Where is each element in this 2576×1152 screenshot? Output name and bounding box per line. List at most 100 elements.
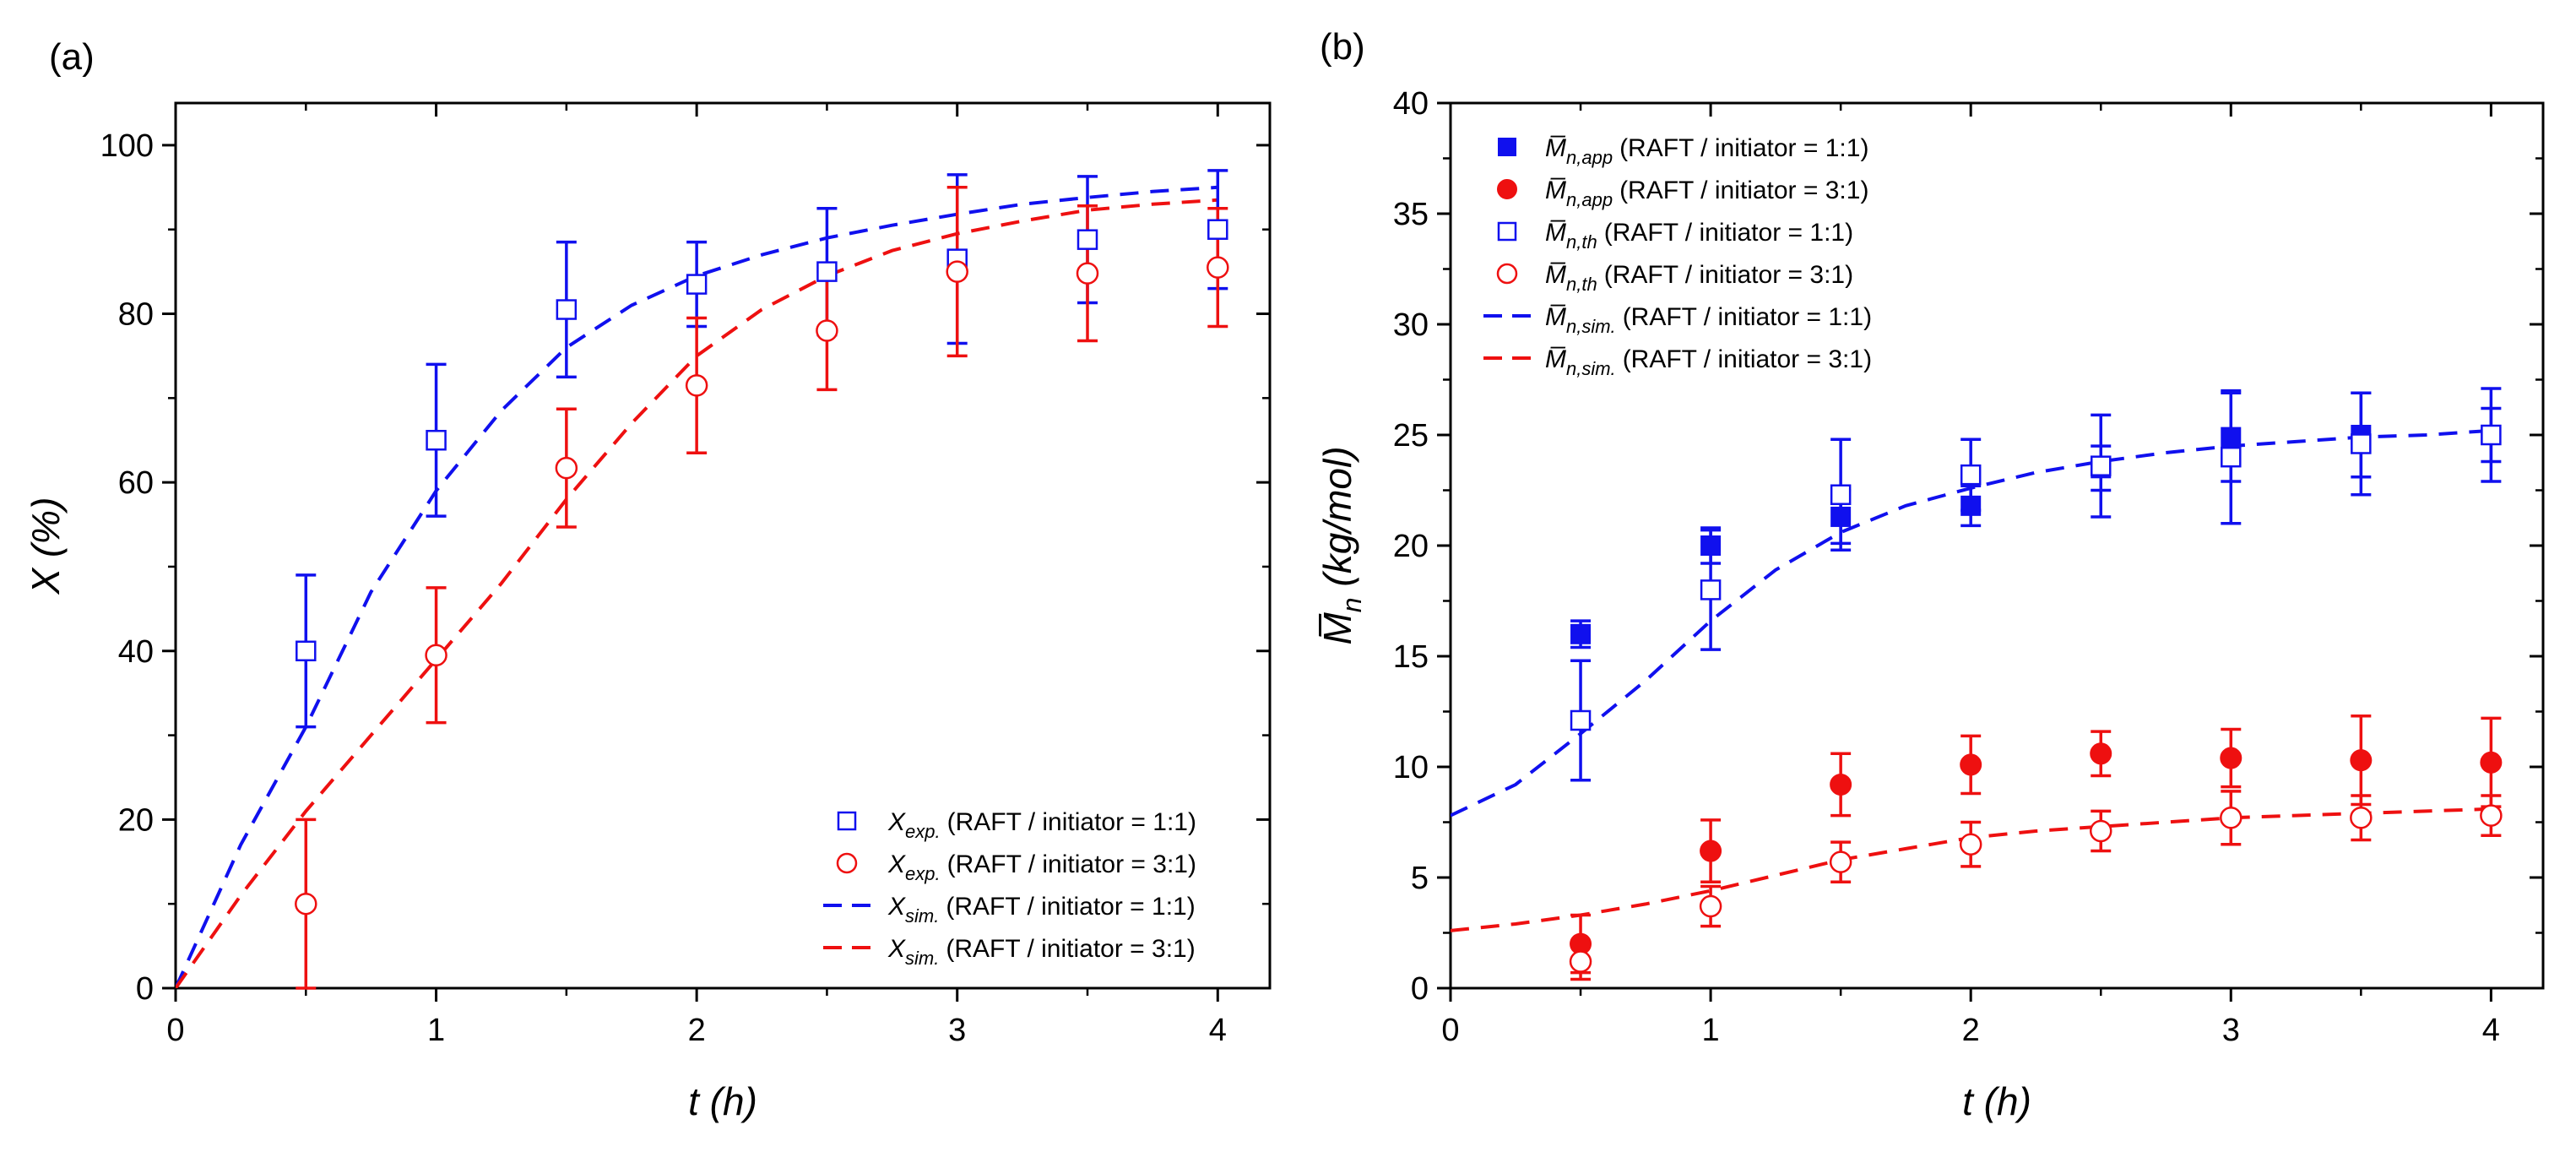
data-point	[1207, 219, 1228, 240]
data-point	[555, 456, 578, 480]
legend: M̅n,app (RAFT / initiator = 1:1)M̅n,app (R…	[1483, 134, 1872, 379]
data-point	[1959, 833, 1982, 856]
data-point	[1076, 229, 1098, 250]
y-axis-label-unit: (kg/mol)	[1315, 446, 1359, 597]
y-tick-label: 40	[118, 634, 154, 670]
y-tick-label: 25	[1393, 418, 1429, 454]
legend-sub: n,th	[1566, 231, 1597, 253]
data-point	[1960, 464, 1982, 486]
legend-desc: (RAFT / initiator = 3:1)	[1604, 261, 1853, 289]
legend-var: M̅	[1545, 345, 1566, 373]
data-point	[1830, 773, 1852, 796]
y-tick-label: 0	[1411, 971, 1429, 1007]
data-point	[1207, 256, 1229, 279]
x-tick-label: 3	[2222, 1013, 2240, 1048]
data-point	[1570, 623, 1592, 644]
y-tick-label: 80	[118, 297, 154, 333]
data-point	[2220, 807, 2242, 829]
legend-desc: (RAFT / initiator = 3:1)	[946, 935, 1195, 963]
y-tick-label: 20	[1393, 529, 1429, 564]
legend-var: X	[887, 808, 906, 836]
y-tick-label: 35	[1393, 197, 1429, 232]
legend-sub: exp.	[905, 821, 941, 842]
data-point	[2221, 427, 2242, 448]
legend-sub: n,sim.	[1566, 316, 1616, 337]
data-point	[2221, 446, 2242, 468]
legend-sub: sim.	[905, 905, 939, 926]
legend-sub: exp.	[905, 863, 941, 884]
legend-sub: n,sim.	[1566, 358, 1616, 379]
legend-desc: (RAFT / initiator = 3:1)	[947, 850, 1196, 878]
y-tick-label: 60	[118, 465, 154, 501]
legend-desc: (RAFT / initiator = 1:1)	[946, 893, 1195, 921]
legend-var: M̅	[1545, 177, 1566, 204]
legend-marker	[1497, 221, 1517, 242]
legend-var: X	[887, 893, 906, 921]
data-point	[685, 374, 708, 397]
x-tick-label: 2	[1962, 1013, 1980, 1048]
y-tick-label: 30	[1393, 307, 1429, 343]
legend-entry: M̅n,app (RAFT / initiator = 3:1)	[1545, 177, 1868, 210]
legend-var: M̅	[1545, 134, 1566, 162]
legend-var: X	[887, 850, 906, 878]
legend-marker	[1497, 179, 1517, 199]
data-point	[1699, 894, 1722, 918]
x-tick-label: 3	[948, 1013, 966, 1048]
x-tick-label: 0	[166, 1013, 184, 1048]
data-point	[425, 644, 447, 667]
data-point	[1700, 535, 1722, 556]
legend-marker	[1496, 263, 1518, 285]
legend-desc: (RAFT / initiator = 1:1)	[947, 808, 1196, 836]
legend-desc: (RAFT / initiator = 3:1)	[1623, 345, 1872, 373]
legend-entry: Xexp. (RAFT / initiator = 3:1)	[887, 850, 1196, 884]
data-point	[1960, 495, 1982, 516]
data-point	[686, 274, 708, 295]
data-point	[2089, 819, 2112, 843]
legend: Xexp. (RAFT / initiator = 1:1)Xexp. (RAFT …	[823, 808, 1196, 969]
x-axis-label: t (h)	[1962, 1079, 2031, 1123]
legend-sub: n,app	[1566, 147, 1613, 168]
data-point	[816, 319, 838, 342]
legend-desc: (RAFT / initiator = 3:1)	[1619, 177, 1868, 204]
data-point	[295, 892, 317, 916]
data-point	[816, 261, 838, 282]
legend-entry: M̅n,th (RAFT / initiator = 1:1)	[1545, 219, 1853, 253]
series-markers-1	[1570, 742, 2503, 955]
data-point	[1700, 579, 1722, 600]
x-tick-label: 2	[688, 1013, 706, 1048]
legend-marker	[836, 852, 858, 874]
legend-desc: (RAFT / initiator = 1:1)	[1619, 134, 1868, 162]
data-point	[1569, 950, 1592, 973]
legend-var: M̅	[1545, 261, 1566, 289]
data-point	[1829, 850, 1852, 873]
y-axis-label-sub: n	[1337, 597, 1367, 612]
legend-entry: M̅n,app (RAFT / initiator = 1:1)	[1545, 134, 1868, 168]
panel-label: (b)	[1320, 26, 1365, 68]
legend-sub: sim.	[905, 948, 939, 969]
data-point	[2480, 804, 2503, 827]
data-point	[2220, 747, 2242, 769]
series-line-2	[176, 185, 1218, 988]
y-axis-label: X (%)	[24, 497, 68, 595]
legend-desc: (RAFT / initiator = 1:1)	[1623, 303, 1872, 331]
x-tick-label: 1	[427, 1013, 445, 1048]
y-axis-label-var: M̅	[1315, 612, 1359, 645]
data-point	[1570, 709, 1592, 731]
legend-sub: n,th	[1566, 274, 1597, 295]
legend-var: M̅	[1545, 219, 1566, 247]
panel-label: (a)	[49, 36, 95, 78]
data-point	[2350, 749, 2373, 772]
data-point	[1960, 753, 1982, 776]
data-point	[2090, 742, 2112, 765]
y-tick-label: 5	[1411, 861, 1429, 896]
y-axis-label: M̅n (kg/mol)	[1315, 446, 1367, 644]
data-point	[946, 260, 968, 283]
y-tick-label: 20	[118, 802, 154, 838]
y-tick-label: 100	[100, 128, 154, 164]
legend-sub: n,app	[1566, 189, 1613, 210]
legend-var: X	[887, 935, 906, 963]
series-line-3	[176, 198, 1218, 988]
